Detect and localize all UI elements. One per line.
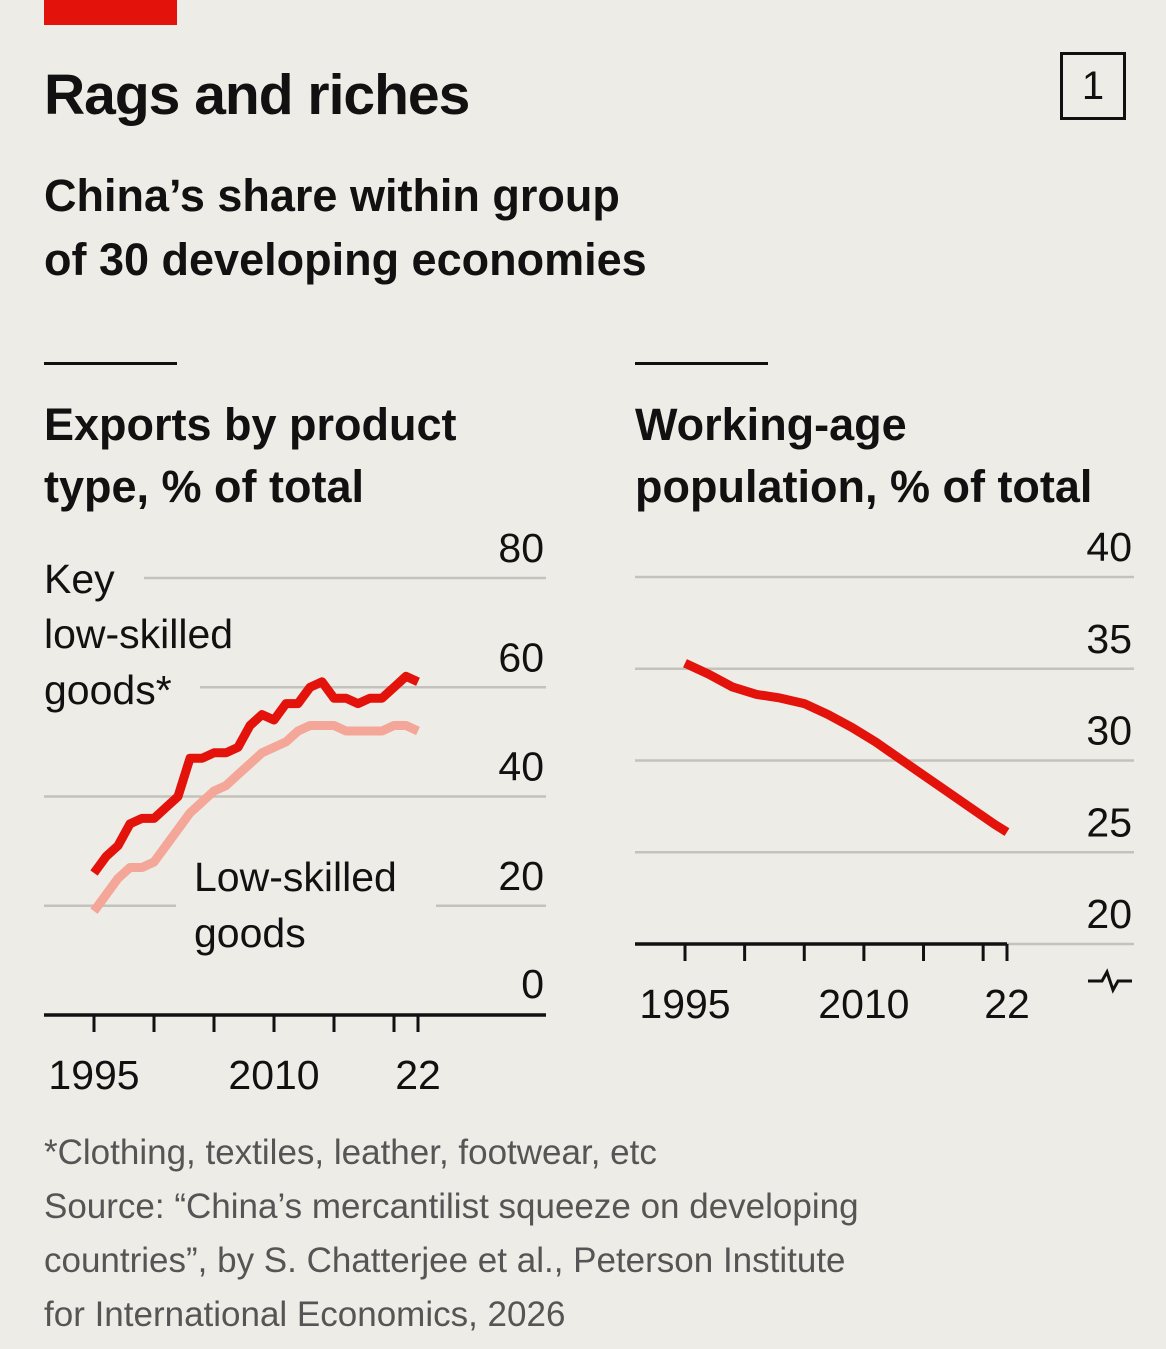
subtitle-line: China’s share within group bbox=[44, 170, 620, 221]
source-line: countries”, by S. Chatterjee et al., Pet… bbox=[44, 1241, 846, 1280]
series-label-key-low-skilled: low-skilled bbox=[44, 611, 233, 657]
source-line: Source: “China’s mercantilist squeeze on… bbox=[44, 1187, 859, 1226]
chart-subtitle: China’s share within group of 30 develop… bbox=[44, 164, 744, 292]
panel-title-line: Working-age bbox=[635, 399, 907, 450]
footnote-note: *Clothing, textiles, leather, footwear, … bbox=[44, 1133, 657, 1172]
chart-title: Rags and riches bbox=[44, 63, 470, 127]
x-tick-label: 1995 bbox=[639, 981, 730, 1027]
right-panel-title: Working-age population, % of total bbox=[635, 394, 1092, 518]
axis-break-icon bbox=[1088, 968, 1132, 994]
y-tick-label: 30 bbox=[1086, 708, 1132, 754]
x-tick-label: 1995 bbox=[48, 1052, 139, 1098]
panel-title-line: type, % of total bbox=[44, 461, 365, 512]
accent-bar bbox=[44, 0, 177, 25]
y-tick-label: 25 bbox=[1086, 799, 1132, 845]
y-tick-label: 80 bbox=[498, 525, 544, 571]
panel-title-line: Exports by product bbox=[44, 399, 457, 450]
x-tick-label: 2010 bbox=[818, 981, 909, 1027]
y-tick-label: 20 bbox=[1086, 891, 1132, 937]
y-tick-label: 40 bbox=[1086, 524, 1132, 570]
x-tick-label: 2010 bbox=[228, 1052, 319, 1098]
left-panel-title: Exports by product type, % of total bbox=[44, 394, 457, 518]
y-tick-label: 60 bbox=[498, 634, 544, 680]
series-line bbox=[90, 721, 420, 914]
series-label-low-skilled: goods bbox=[194, 910, 306, 956]
source-line: for International Economics, 2026 bbox=[44, 1295, 566, 1334]
charts-canvas: 0 20 40 60 80 1995 2010 22 Key low-skilled goods* L… bbox=[44, 524, 1134, 1098]
panel-title-line: population, % of total bbox=[635, 461, 1093, 512]
series-label-low-skilled: Low-skilled bbox=[194, 854, 397, 900]
x-tick-label: 22 bbox=[984, 981, 1030, 1027]
y-tick-label: 0 bbox=[521, 961, 544, 1007]
y-tick-label: 20 bbox=[498, 853, 544, 899]
left-panel-rule bbox=[44, 362, 177, 365]
series-line bbox=[683, 659, 1010, 836]
series-label-key-low-skilled: Key bbox=[44, 556, 115, 602]
subtitle-line: of 30 developing economies bbox=[44, 234, 647, 285]
x-tick-label: 22 bbox=[395, 1052, 441, 1098]
series-line bbox=[90, 671, 420, 876]
footnote: *Clothing, textiles, leather, footwear, … bbox=[44, 1126, 1124, 1342]
y-tick-label: 35 bbox=[1086, 616, 1132, 662]
chart-number-badge: 1 bbox=[1060, 52, 1126, 120]
series-label-key-low-skilled: goods* bbox=[44, 667, 172, 713]
y-tick-label: 40 bbox=[498, 744, 544, 790]
right-panel-rule bbox=[635, 362, 768, 365]
